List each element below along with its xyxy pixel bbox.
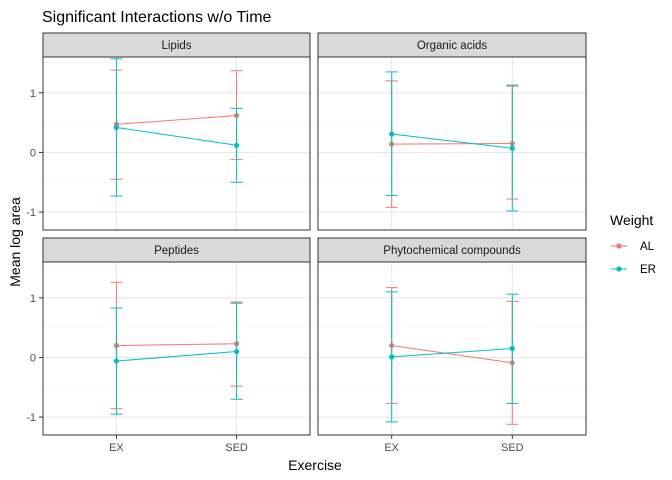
legend-entry-er: ER <box>611 264 656 276</box>
legend-label: ER <box>640 264 656 276</box>
series-line <box>116 126 237 146</box>
series-er <box>385 71 519 212</box>
series-line <box>116 343 237 347</box>
strip-background <box>42 237 311 263</box>
legend-title: Weight <box>610 212 653 228</box>
legend-label: AL <box>640 241 655 253</box>
legend-key-point <box>616 266 622 272</box>
data-point <box>389 354 395 360</box>
series-line <box>116 350 237 362</box>
series-line <box>391 143 513 145</box>
panel-lipids: Lipids <box>42 32 311 231</box>
panel-peptides: Peptides <box>42 237 311 436</box>
data-point <box>233 348 240 355</box>
y-tick-label: 0 <box>30 147 36 159</box>
y-axis-title: Mean log area <box>7 197 23 287</box>
data-point <box>509 345 515 352</box>
strip-label: Phytochemical compounds <box>383 245 521 257</box>
strip-label: Lipids <box>161 40 191 52</box>
strip-background <box>317 237 587 263</box>
data-point <box>113 124 120 130</box>
x-tick-label: EX <box>109 442 124 454</box>
panel-phytochemical-compounds: Phytochemical compounds <box>317 237 587 436</box>
series-line <box>391 345 513 364</box>
y-tick-label: 1 <box>30 293 36 305</box>
chart-title: Significant Interactions w/o Time <box>42 9 272 26</box>
series-er <box>110 58 243 197</box>
panel-border <box>42 261 311 436</box>
series-line <box>391 348 513 358</box>
panel-border <box>42 56 311 231</box>
y-axis: -1 0 1 -1 0 1 <box>26 88 43 424</box>
series-line <box>116 114 237 125</box>
x-axis: EX SED EX SED <box>109 435 524 454</box>
panels: Lipids Organic acids Peptides Phytochemical… <box>42 32 587 436</box>
x-tick-label: SED <box>501 442 524 454</box>
y-tick-label: -1 <box>26 207 36 219</box>
y-tick-label: 0 <box>30 352 36 364</box>
x-tick-label: SED <box>225 442 248 454</box>
data-point <box>113 358 120 364</box>
panel-background <box>43 57 310 230</box>
y-tick-label: -1 <box>26 412 36 424</box>
data-point <box>389 131 395 137</box>
strip-label: Peptides <box>154 245 199 257</box>
series-er <box>110 302 243 415</box>
legend: Weight AL ER <box>610 212 656 276</box>
y-tick-label: 1 <box>30 88 36 100</box>
panel-border <box>317 56 587 231</box>
data-point <box>509 145 515 151</box>
x-tick-label: EX <box>384 442 399 454</box>
panel-border <box>317 261 587 436</box>
panel-background <box>318 262 586 435</box>
strip-background <box>42 32 311 58</box>
series-line <box>391 133 513 149</box>
legend-entry-al: AL <box>611 241 655 253</box>
x-axis-title: Exercise <box>288 457 342 473</box>
strip-label: Organic acids <box>417 40 488 52</box>
strip-background <box>317 32 587 58</box>
series-er <box>385 291 519 423</box>
panel-organic-acids: Organic acids <box>317 32 587 231</box>
legend-key-point <box>616 243 622 249</box>
data-point <box>233 142 240 148</box>
panel-background <box>43 262 310 435</box>
